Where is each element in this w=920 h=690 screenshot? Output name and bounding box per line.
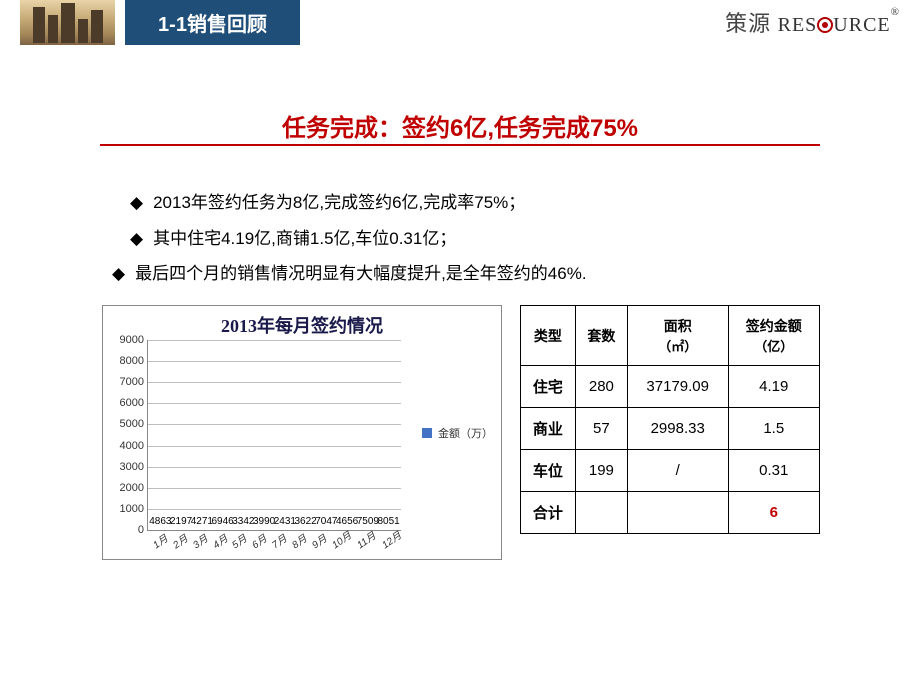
table-total-row: 合计6 bbox=[521, 492, 820, 534]
brand-en: RESURCE® bbox=[778, 14, 900, 36]
bullet-item: ◆最后四个月的销售情况明显有大幅度提升,是全年签约的46%. bbox=[112, 256, 820, 292]
chart-legend: 金额（万） bbox=[422, 425, 493, 441]
th-area: 面积（㎡） bbox=[627, 306, 728, 366]
brand-logo: 策源 RESURCE® bbox=[725, 6, 900, 38]
chart-title: 2013年每月签约情况 bbox=[103, 312, 501, 338]
bullet-list: ◆2013年签约任务为8亿,完成签约6亿,完成率75%； ◆其中住宅4.19亿,… bbox=[130, 185, 820, 292]
table-row: 商业572998.331.5 bbox=[521, 408, 820, 450]
chart-x-labels: 1月2月3月4月5月6月7月8月9月10月11月12月 bbox=[147, 533, 401, 555]
chart-plot-area: 0100020003000400050006000700080009000486… bbox=[147, 340, 401, 531]
summary-table: 类型 套数 面积（㎡） 签约金额（亿） 住宅28037179.094.19商业5… bbox=[520, 305, 820, 534]
page-title: 任务完成：签约6亿,任务完成75% bbox=[0, 108, 920, 143]
bullet-item: ◆其中住宅4.19亿,商铺1.5亿,车位0.31亿； bbox=[130, 221, 820, 257]
section-tab: 1-1销售回顾 bbox=[125, 0, 300, 45]
header: 1-1销售回顾 策源 RESURCE® bbox=[0, 0, 920, 48]
brand-dot-icon bbox=[817, 17, 833, 33]
monthly-chart: 2013年每月签约情况 0100020003000400050006000700… bbox=[102, 305, 502, 560]
brand-cn: 策源 bbox=[725, 11, 771, 36]
th-count: 套数 bbox=[575, 306, 627, 366]
th-amount: 签约金额（亿） bbox=[728, 306, 819, 366]
table-header-row: 类型 套数 面积（㎡） 签约金额（亿） bbox=[521, 306, 820, 366]
legend-label: 金额（万） bbox=[438, 425, 493, 441]
legend-swatch bbox=[422, 428, 432, 438]
header-image bbox=[20, 0, 115, 45]
diamond-icon: ◆ bbox=[112, 256, 125, 292]
diamond-icon: ◆ bbox=[130, 185, 143, 221]
table-row: 住宅28037179.094.19 bbox=[521, 366, 820, 408]
bullet-item: ◆2013年签约任务为8亿,完成签约6亿,完成率75%； bbox=[130, 185, 820, 221]
th-type: 类型 bbox=[521, 306, 576, 366]
title-underline bbox=[100, 144, 820, 146]
table-row: 车位199/0.31 bbox=[521, 450, 820, 492]
diamond-icon: ◆ bbox=[130, 221, 143, 257]
